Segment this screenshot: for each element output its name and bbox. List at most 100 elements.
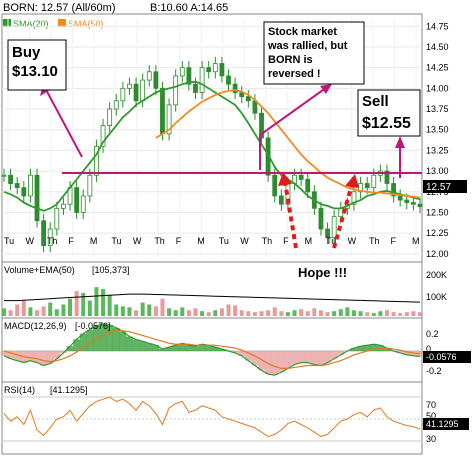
volume-bar-59 <box>391 312 396 316</box>
price-tick-7: 13.75 <box>426 104 449 114</box>
current-price-value: 12.57 <box>426 182 451 193</box>
macd-hist-bar-5 <box>33 351 41 363</box>
sell-callout-line1: Sell <box>362 93 389 110</box>
symbol-line: BORN: 12.57 (All/60m) <box>3 2 115 14</box>
volume-bar-36 <box>239 310 244 316</box>
volume-bar-44 <box>292 310 297 316</box>
buy-callout-line2: $13.10 <box>12 63 58 80</box>
volume-bar-15 <box>101 289 106 316</box>
reversal-callout-line3: BORN is <box>268 54 313 66</box>
volume-bar-26 <box>173 310 178 316</box>
macd-hist-bar-37 <box>244 351 252 361</box>
macd-hist-bar-27 <box>178 343 186 351</box>
volume-bar-20 <box>134 310 139 316</box>
candle-body-25 <box>166 104 172 135</box>
volume-bar-30 <box>200 311 205 316</box>
candle-body-15 <box>100 125 106 147</box>
reversal-callout-line4: reversed ! <box>268 68 321 80</box>
candle-body-49 <box>325 228 330 238</box>
volume-bar-16 <box>107 294 112 316</box>
candle-body-28 <box>186 67 192 85</box>
volume-tick-200k: 200K <box>426 270 447 280</box>
macd-hist-bar-14 <box>93 325 100 351</box>
x-tick-8: F <box>176 236 182 246</box>
macd-hist-bar-29 <box>192 346 199 351</box>
volume-bar-18 <box>120 306 125 316</box>
buy-callout-line1: Buy <box>12 44 41 61</box>
x-tick-6: W <box>133 236 142 246</box>
candle-body-35 <box>232 83 238 93</box>
volume-bar-60 <box>398 313 403 316</box>
volume-bar-13 <box>87 300 92 316</box>
macd-hist-bar-9 <box>60 351 67 353</box>
volume-bar-61 <box>404 312 409 316</box>
candle-body-56 <box>371 174 377 189</box>
candle-body-50 <box>331 216 337 238</box>
rsi-line <box>3 396 421 438</box>
volume-bar-45 <box>299 309 304 316</box>
x-tick-12: Th <box>262 236 273 246</box>
x-tick-5: Tu <box>111 236 121 246</box>
macd-line <box>3 323 421 376</box>
volume-bar-14 <box>94 287 99 316</box>
macd-value: [-0.0576] <box>75 321 111 331</box>
volume-bar-6 <box>41 306 46 316</box>
macd-tick-0.2: 0.2 <box>426 329 439 339</box>
candle-body-16 <box>107 108 113 126</box>
volume-bar-58 <box>384 310 389 316</box>
macd-hist-bar-43 <box>284 351 292 369</box>
macd-hist-bar-1 <box>7 351 15 359</box>
candle-body-9 <box>61 203 66 209</box>
candle-body-20 <box>133 83 139 102</box>
macd-hist-bar-42 <box>277 351 285 373</box>
volume-bar-42 <box>279 311 284 316</box>
volume-bar-29 <box>193 308 198 316</box>
macd-hist-bar-20 <box>132 339 140 351</box>
x-tick-7: Th <box>154 236 165 246</box>
volume-bar-35 <box>233 305 238 316</box>
volume-bar-10 <box>68 298 73 316</box>
candle-body-38 <box>252 100 258 114</box>
candle-body-34 <box>226 75 231 85</box>
candle-body-39 <box>259 112 264 139</box>
candle-body-62 <box>410 202 416 205</box>
volume-bar-49 <box>325 312 330 316</box>
candle-body-60 <box>397 195 403 201</box>
volume-bar-62 <box>411 311 416 316</box>
candle-body-59 <box>391 183 396 197</box>
volume-bar-34 <box>226 304 231 316</box>
macd-hist-bar-28 <box>185 345 193 351</box>
price-tick-0: 12.00 <box>426 249 449 259</box>
volume-bar-55 <box>365 312 370 316</box>
macd-hist-bar-31 <box>205 345 213 351</box>
x-tick-18: F <box>391 236 397 246</box>
macd-hist-bar-36 <box>238 351 246 356</box>
candle-body-8 <box>54 207 60 230</box>
candle-body-29 <box>193 83 198 93</box>
volume-bar-47 <box>312 308 317 316</box>
x-tick-15: Tu <box>326 236 336 246</box>
x-tick-2: Th <box>47 236 58 246</box>
macd-hist-bar-16 <box>106 324 114 351</box>
price-tick-2: 12.50 <box>426 207 449 217</box>
macd-hist-bar-48 <box>317 351 325 366</box>
macd-hist-bar-10 <box>66 346 74 351</box>
macd-hist-bar-58 <box>383 348 391 351</box>
volume-bar-52 <box>345 307 350 316</box>
macd-hist-bar-41 <box>271 351 279 376</box>
volume-ema-line <box>4 293 421 303</box>
candle-body-24 <box>160 87 165 135</box>
rsi-grid <box>2 396 422 442</box>
macd-hist-bar-44 <box>291 351 298 365</box>
macd-hist-bar-51 <box>337 351 345 355</box>
macd-hist-bar-8 <box>53 351 61 359</box>
rsi-current-tag <box>423 418 469 430</box>
macd-hist-bar-4 <box>27 351 34 361</box>
current-price-tag <box>423 180 467 193</box>
macd-hist-bar-49 <box>324 351 331 363</box>
macd-hist-bar-60 <box>396 351 404 353</box>
rsi-series-line <box>3 396 421 438</box>
volume-bar-22 <box>147 304 152 316</box>
hope-arrow-right-head <box>345 174 359 188</box>
volume-bar-43 <box>285 312 290 316</box>
